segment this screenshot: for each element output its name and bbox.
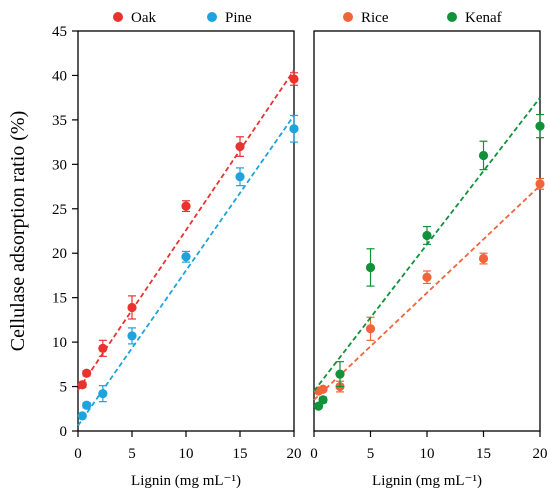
data-point-oak [181,201,191,211]
data-point-oak [77,380,87,390]
y-tick-label: 0 [60,424,68,440]
data-point-pine [289,124,299,134]
data-point-oak [127,302,137,313]
data-point-oak [82,368,92,378]
x-tick-label: 5 [128,446,136,462]
y-tick-label: 10 [52,335,67,351]
data-point-rice [422,272,432,282]
y-tick-label: 45 [52,24,67,40]
y-tick-label: 5 [60,380,68,396]
legend-marker-pine [207,12,217,22]
data-point-pine [98,389,108,399]
y-tick-label: 15 [52,291,67,307]
x-tick-label: 0 [310,446,318,462]
legend-marker-oak [113,12,123,22]
legend-label-kenaf: Kenaf [465,10,502,26]
x-tick-label: 10 [179,446,194,462]
fit-line-rice [313,185,541,401]
y-tick-label: 40 [52,68,67,84]
fit-line-pine [77,114,295,427]
y-tick-label: 30 [52,157,67,173]
data-point-rice [318,384,328,394]
data-point-rice [478,253,489,264]
legend-label-rice: Rice [361,10,389,26]
data-point-oak [98,343,108,353]
data-point-kenaf [422,230,432,241]
y-tick-label: 20 [52,246,67,262]
x-tick-label: 15 [476,446,491,462]
data-point-rice [365,324,376,334]
legend-label-pine: Pine [225,10,252,26]
legend-label-oak: Oak [131,10,156,26]
x-tick-label: 15 [233,446,248,462]
data-point-pine [77,411,87,421]
data-point-pine [181,252,191,262]
data-point-kenaf [335,369,345,379]
data-point-oak [235,141,245,152]
x-tick-label: 10 [420,446,435,462]
legend-marker-rice [343,12,353,22]
x-tick-label: 0 [74,446,82,462]
data-point-kenaf [365,262,376,273]
data-point-pine [127,331,137,341]
data-point-oak [289,74,299,84]
y-tick-label: 25 [52,202,67,218]
y-axis-title: Cellulase adsorption ratio (%) [7,111,29,352]
x-tick-label: 5 [367,446,375,462]
legend-marker-kenaf [447,12,457,22]
y-tick-label: 35 [52,113,67,129]
data-point-kenaf [318,395,328,405]
data-point-rice [535,179,545,189]
x-axis-title-right: Lignin (mg mL⁻¹) [372,473,482,489]
x-tick-label: 20 [533,446,548,462]
data-point-pine [82,400,92,410]
x-axis-title-left: Lignin (mg mL⁻¹) [131,473,241,489]
data-point-kenaf [535,121,545,131]
data-point-pine [235,172,245,182]
x-tick-label: 20 [287,446,302,462]
fit-line-oak [77,69,295,391]
data-point-kenaf [478,150,489,161]
